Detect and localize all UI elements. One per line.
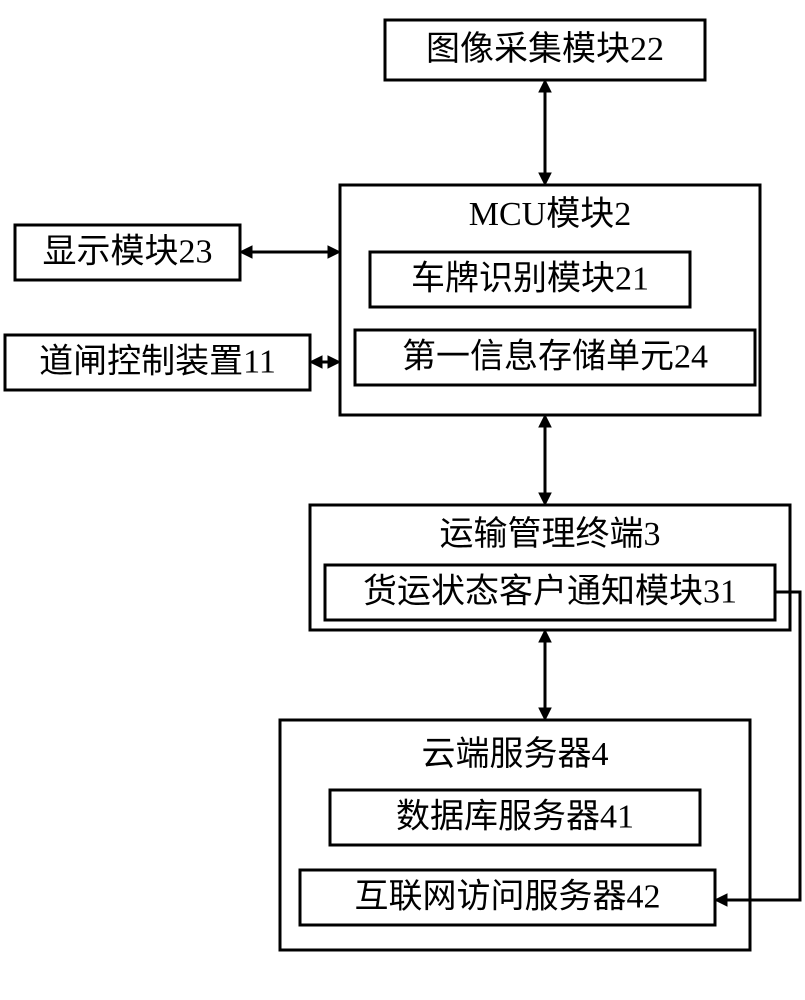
arrowhead — [240, 246, 252, 258]
mcu_title-label: MCU模块2 — [469, 195, 631, 233]
img_acq-label: 图像采集模块22 — [426, 30, 664, 68]
cloud_title-label: 云端服务器4 — [422, 735, 609, 773]
arrowhead — [310, 356, 322, 368]
gate-label: 道闸控制装置11 — [39, 342, 276, 380]
arrowhead — [539, 173, 551, 185]
arrowhead — [539, 493, 551, 505]
arrowhead — [539, 80, 551, 92]
db-label: 数据库服务器41 — [396, 797, 634, 835]
arrowhead — [328, 246, 340, 258]
notify-label: 货运状态客户通知模块31 — [363, 572, 737, 610]
storage-label: 第一信息存储单元24 — [402, 337, 708, 375]
display-label: 显示模块23 — [43, 232, 213, 270]
arrowhead — [539, 415, 551, 427]
arrowhead — [539, 630, 551, 642]
arrowhead — [328, 356, 340, 368]
web-label: 互联网访问服务器42 — [355, 877, 661, 915]
arrowhead — [539, 708, 551, 720]
plate-label: 车牌识别模块21 — [411, 259, 649, 297]
tmt_title-label: 运输管理终端3 — [440, 515, 661, 553]
